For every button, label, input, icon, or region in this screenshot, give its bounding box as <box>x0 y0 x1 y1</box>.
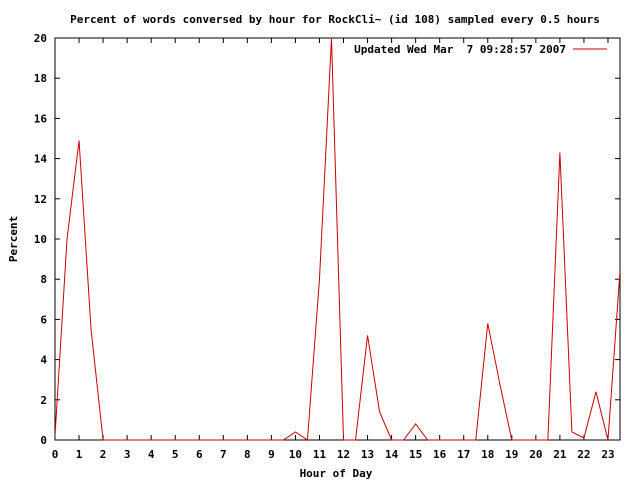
x-tick-label: 1 <box>76 448 83 461</box>
y-axis-title: Percent <box>7 216 20 262</box>
y-tick-label: 6 <box>40 313 47 326</box>
x-axis-title: Hour of Day <box>300 467 373 480</box>
y-tick-label: 18 <box>34 72 47 85</box>
x-axis: 0 1 2 3 4 5 6 7 8 9 10 11 12 13 14 15 16 17 18 19 20 21 22 23 <box>52 38 615 461</box>
y-tick-label: 4 <box>40 354 47 367</box>
x-tick-label: 18 <box>481 448 494 461</box>
x-tick-label: 3 <box>124 448 131 461</box>
y-axis: 0 2 4 6 8 10 12 14 16 18 20 <box>34 32 620 447</box>
x-tick-label: 9 <box>268 448 275 461</box>
x-tick-label: 4 <box>148 448 155 461</box>
x-tick-label: 5 <box>172 448 179 461</box>
x-tick-label: 23 <box>601 448 614 461</box>
x-tick-label: 19 <box>505 448 518 461</box>
x-tick-label: 2 <box>100 448 107 461</box>
x-tick-label: 6 <box>196 448 203 461</box>
y-tick-label: 10 <box>34 233 47 246</box>
y-tick-label: 12 <box>34 193 47 206</box>
x-tick-label: 16 <box>433 448 447 461</box>
chart-title: Percent of words conversed by hour for R… <box>70 13 600 26</box>
x-tick-label: 15 <box>409 448 422 461</box>
x-tick-label: 0 <box>52 448 59 461</box>
x-tick-label: 12 <box>337 448 350 461</box>
legend-label: Updated Wed Mar 7 09:28:57 2007 <box>354 43 566 56</box>
y-tick-label: 16 <box>34 112 48 125</box>
series-layer <box>55 37 620 441</box>
y-tick-label: 8 <box>40 273 47 286</box>
x-tick-label: 8 <box>244 448 251 461</box>
x-tick-label: 14 <box>385 448 399 461</box>
y-tick-label: 20 <box>34 32 47 45</box>
x-tick-label: 7 <box>220 448 227 461</box>
x-tick-label: 21 <box>553 448 567 461</box>
series-line <box>55 37 620 441</box>
x-tick-label: 17 <box>457 448 470 461</box>
y-tick-label: 2 <box>40 394 47 407</box>
x-tick-label: 11 <box>313 448 327 461</box>
x-tick-label: 20 <box>529 448 542 461</box>
x-tick-label: 13 <box>361 448 374 461</box>
y-tick-label: 14 <box>34 153 48 166</box>
x-tick-label: 22 <box>577 448 590 461</box>
legend: Updated Wed Mar 7 09:28:57 2007 <box>354 43 607 56</box>
y-tick-label: 0 <box>40 434 47 447</box>
x-tick-label: 10 <box>289 448 302 461</box>
